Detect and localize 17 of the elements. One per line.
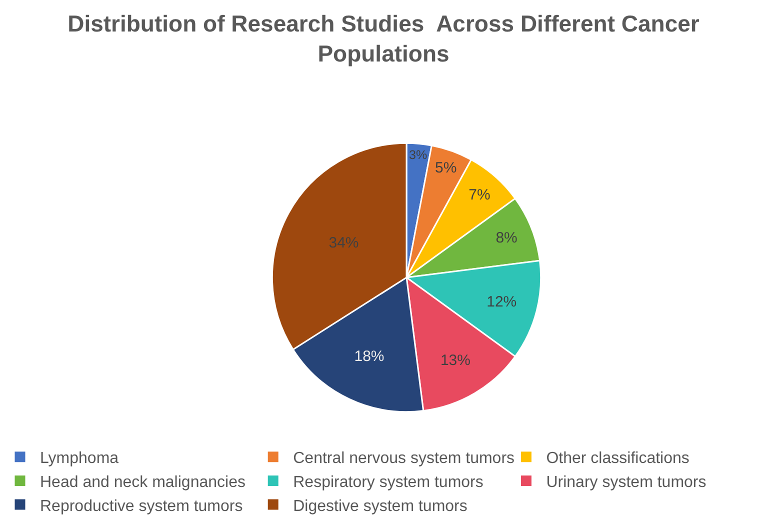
chart-title: Distribution of Research Studies Across Different Cancer Populations: [68, 10, 700, 67]
data-label: 5%: [435, 160, 457, 177]
data-label: 12%: [486, 293, 517, 310]
data-label: 13%: [440, 352, 470, 369]
legend-label: Lymphoma: [40, 450, 119, 468]
data-label: 3%: [408, 148, 428, 162]
legend-label: Digestive system tumors: [293, 498, 468, 515]
data-label: 7%: [468, 186, 490, 204]
legend-label: Central nervous system tumors: [293, 450, 515, 468]
data-label: 18%: [354, 348, 384, 366]
legend-label: Urinary system tumors: [546, 474, 706, 491]
legend-label: Other classifications: [546, 450, 690, 468]
legend-label: Head and neck malignancies: [40, 474, 246, 491]
legend-label: Reproductive system tumors: [40, 498, 243, 515]
data-label: 8%: [496, 229, 518, 246]
legend-label: Respiratory system tumors: [293, 474, 484, 491]
data-label: 34%: [328, 234, 359, 252]
